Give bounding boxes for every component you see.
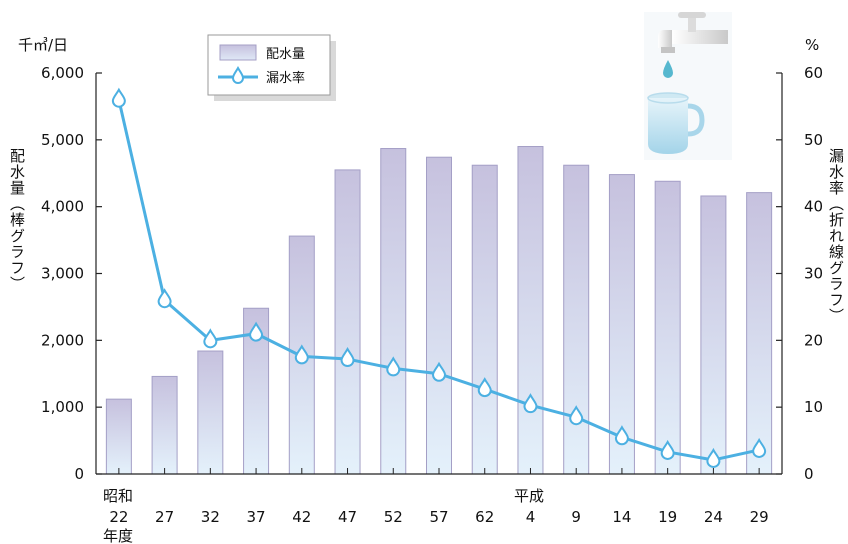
x-tick-label: 24 bbox=[704, 508, 723, 526]
x-tick-label: 37 bbox=[247, 508, 266, 526]
drop-marker-rousuiritsu bbox=[386, 356, 401, 377]
x-tick-label: 14 bbox=[612, 508, 631, 526]
drop-marker-rousuiritsu bbox=[660, 439, 675, 460]
right-tick-label: 60 bbox=[804, 64, 823, 82]
left-tick-label: 3,000 bbox=[41, 265, 84, 283]
right-axis-unit: % bbox=[805, 36, 819, 54]
drop-marker-rousuiritsu bbox=[431, 361, 447, 382]
legend-bar-swatch bbox=[219, 44, 257, 61]
drop-marker-rousuiritsu bbox=[157, 288, 172, 309]
legend: 配水量 漏水率 bbox=[207, 34, 336, 101]
bar-haisuiryo bbox=[197, 350, 224, 475]
right-tick-label: 30 bbox=[804, 265, 823, 283]
line-series-rousuiritsu bbox=[111, 87, 767, 468]
drop-marker-rousuiritsu bbox=[752, 437, 767, 458]
legend-drop-marker bbox=[231, 65, 245, 84]
right-axis-title: 漏水率（折れ線グラフ） bbox=[827, 148, 845, 324]
legend-label-haisuiryo: 配水量 bbox=[266, 47, 305, 62]
x-tick-label: 22 bbox=[109, 508, 128, 526]
drop-marker-rousuiritsu bbox=[203, 328, 218, 349]
drop-marker-rousuiritsu bbox=[477, 377, 492, 398]
bar-haisuiryo bbox=[334, 169, 361, 475]
bar-haisuiryo bbox=[654, 180, 681, 475]
bar-haisuiryo bbox=[426, 156, 452, 475]
bar-haisuiryo bbox=[151, 375, 178, 475]
bar-haisuiryo bbox=[746, 192, 773, 475]
bar-haisuiryo bbox=[517, 146, 544, 475]
legend-label-rousuiritsu: 漏水率 bbox=[266, 70, 305, 86]
bar-haisuiryo bbox=[563, 164, 590, 475]
drop-marker-rousuiritsu bbox=[294, 344, 309, 365]
right-tick-label: 40 bbox=[804, 198, 823, 216]
x-tick-label: 9 bbox=[571, 508, 581, 526]
bar-haisuiryo bbox=[471, 164, 498, 475]
drop-marker-rousuiritsu bbox=[249, 321, 264, 342]
x-tick-label: 42 bbox=[292, 508, 311, 526]
drop-marker-rousuiritsu bbox=[706, 447, 721, 468]
left-tick-label: 5,000 bbox=[41, 131, 84, 149]
left-axis-unit: 千㎥/日 bbox=[18, 36, 68, 54]
right-tick-label: 20 bbox=[804, 331, 823, 349]
x-tick-label: 19 bbox=[658, 508, 677, 526]
bar-haisuiryo bbox=[700, 195, 727, 475]
bars-series-haisuiryo bbox=[105, 146, 773, 475]
left-tick-label: 6,000 bbox=[41, 64, 84, 82]
right-tick-label: 0 bbox=[804, 465, 814, 483]
bar-haisuiryo bbox=[380, 148, 407, 475]
bar-haisuiryo bbox=[105, 398, 132, 475]
drop-marker-rousuiritsu bbox=[614, 425, 629, 446]
drop-marker-rousuiritsu bbox=[340, 346, 355, 368]
x-tick-label: 62 bbox=[475, 508, 494, 526]
right-tick-label: 50 bbox=[804, 131, 823, 149]
left-tick-label: 0 bbox=[74, 465, 84, 483]
drop-marker-rousuiritsu bbox=[569, 405, 584, 426]
year-suffix-label: 年度 bbox=[103, 527, 133, 544]
x-tick-label: 47 bbox=[338, 508, 357, 526]
x-tick-label: 29 bbox=[750, 508, 769, 526]
x-tick-label: 4 bbox=[526, 508, 536, 526]
faucet-and-cup-icon bbox=[644, 12, 732, 160]
era-label-showa: 昭和 bbox=[103, 487, 133, 505]
x-tick-label: 32 bbox=[201, 508, 220, 526]
left-tick-label: 4,000 bbox=[41, 198, 84, 216]
x-tick-label: 27 bbox=[155, 508, 174, 526]
left-axis-title: 配水量（棒グラフ） bbox=[8, 148, 26, 292]
right-tick-label: 10 bbox=[804, 398, 823, 416]
era-label-heisei: 平成 bbox=[514, 487, 544, 505]
left-tick-label: 2,000 bbox=[41, 331, 84, 349]
x-tick-label: 52 bbox=[384, 508, 403, 526]
drop-marker-rousuiritsu bbox=[523, 393, 538, 414]
left-tick-label: 1,000 bbox=[41, 398, 84, 416]
x-tick-label: 57 bbox=[429, 508, 448, 526]
drop-marker-rousuiritsu bbox=[111, 87, 126, 108]
bar-haisuiryo bbox=[608, 174, 635, 475]
